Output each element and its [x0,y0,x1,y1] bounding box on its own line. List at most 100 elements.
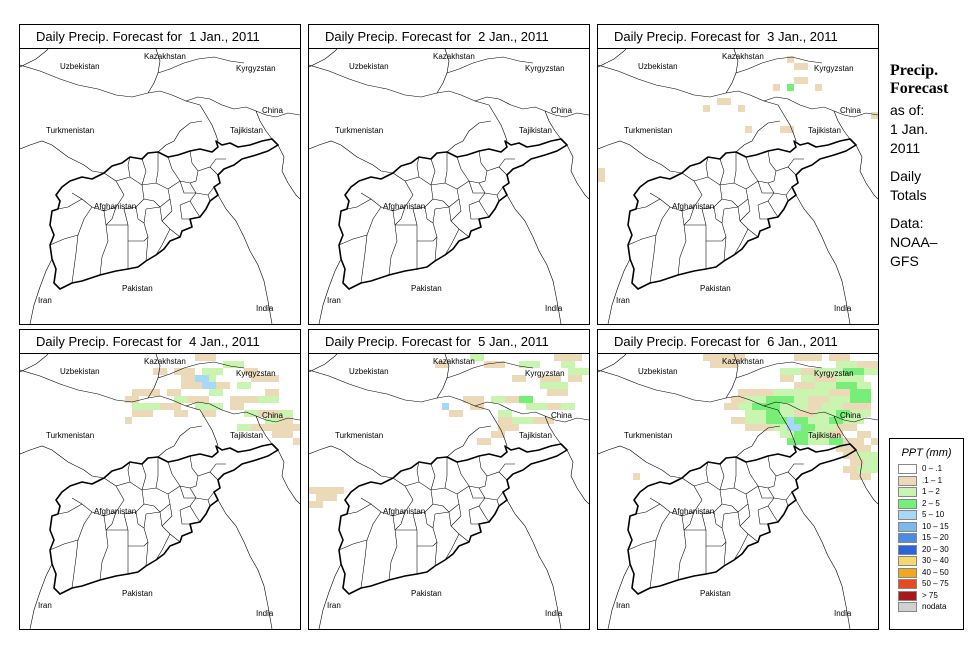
province-border [209,158,226,168]
precip-cell [540,375,561,382]
country-label-india: India [545,609,563,618]
country-border [318,563,342,629]
country-border [795,194,851,324]
precip-cell [568,368,589,375]
precip-cell [512,375,526,382]
province-border [773,491,793,501]
precip-cell [780,431,794,438]
precip-cell [498,410,512,417]
country-label-uzbekistan: Uzbekistan [638,62,678,71]
province-border [105,206,117,226]
legend-label: 40 – 50 [922,567,949,577]
province-border [683,206,695,226]
precip-cell [773,84,780,91]
country-label-kyrgyzstan: Kyrgyzstan [814,64,854,73]
province-border [757,485,774,499]
country-label-kazakhstan: Kazakhstan [433,357,475,366]
precip-cell [244,368,258,375]
country-label-india: India [834,609,852,618]
province-border [360,477,414,517]
panel-title: Daily Precip. Forecast for 4 Jan., 2011 [20,330,300,354]
province-border [496,194,500,202]
province-border [745,180,775,206]
province-border [787,463,804,473]
province-border [195,491,215,501]
precip-cell [780,375,794,382]
precip-cell [181,382,202,389]
country-border [309,369,438,403]
country-borders [309,354,589,629]
province-border [71,206,93,284]
country-border [157,120,203,153]
province-border [179,204,190,220]
precip-cell [258,396,279,403]
map-panel-day-3: Daily Precip. Forecast for 3 Jan., 2011 … [597,24,879,325]
precip-cell [195,354,216,361]
precip-cell [745,410,766,417]
precip-cell [864,368,878,375]
province-border [785,194,789,202]
precip-cell [174,368,195,375]
legend-label: 10 – 15 [922,521,949,531]
precip-cell [808,403,822,410]
precip-cell [815,375,836,382]
country-border [185,96,300,118]
province-border [189,455,199,489]
precip-cell [864,459,878,466]
province-border [143,208,149,262]
precip-cell [843,438,864,445]
map-svg: Kazakhstan Uzbekistan Kyrgyzstan China Turkm… [598,49,878,324]
sidebar-title-line1: Precip. [890,62,939,79]
province-border [424,206,434,224]
precip-cell [794,410,815,417]
province-border [424,511,434,529]
legend-swatch [898,544,917,555]
precip-cell [724,403,738,410]
country-label-china: China [840,106,861,115]
country-border [607,563,631,629]
country-label-turkmenistan: Turkmenistan [335,431,383,440]
country-border [20,140,105,174]
province-border [733,228,749,256]
legend-label: 5 – 10 [922,510,945,519]
country-label-tajikistan: Tajikistan [808,126,841,135]
province-border [141,182,171,210]
province-border [412,208,418,269]
country-border [309,354,338,373]
province-border [484,186,504,196]
precip-cell [132,389,160,396]
province-border [189,150,199,184]
precip-cell [801,368,815,375]
country-label-kyrgyzstan: Kyrgyzstan [236,369,276,378]
province-border [135,511,145,529]
precip-cell [237,424,251,431]
precip-cell [505,396,519,403]
country-border [446,361,534,379]
country-border [20,445,105,479]
province-border [360,511,382,589]
precip-cell [836,375,864,382]
province-border [179,485,196,499]
province-border [635,503,661,515]
country-border [157,56,245,74]
country-border [446,56,534,74]
precip-cell [822,403,843,410]
precip-cell [633,473,640,480]
country-borders [309,49,589,324]
province-border [123,513,129,574]
legend-item: 10 – 15 [898,521,963,533]
legend-swatch [898,579,917,589]
province-border [155,457,159,489]
country-border [506,499,562,629]
precip-cell [871,438,878,445]
province-border [705,156,709,178]
precip-cell [258,410,279,417]
province-border [338,539,368,551]
province-border [394,511,406,531]
country-border [725,90,779,106]
country-border [598,369,727,403]
precip-cell [491,396,505,403]
province-borders [49,150,226,284]
country-label-iran: Iran [616,296,630,305]
precip-cell [153,368,167,375]
